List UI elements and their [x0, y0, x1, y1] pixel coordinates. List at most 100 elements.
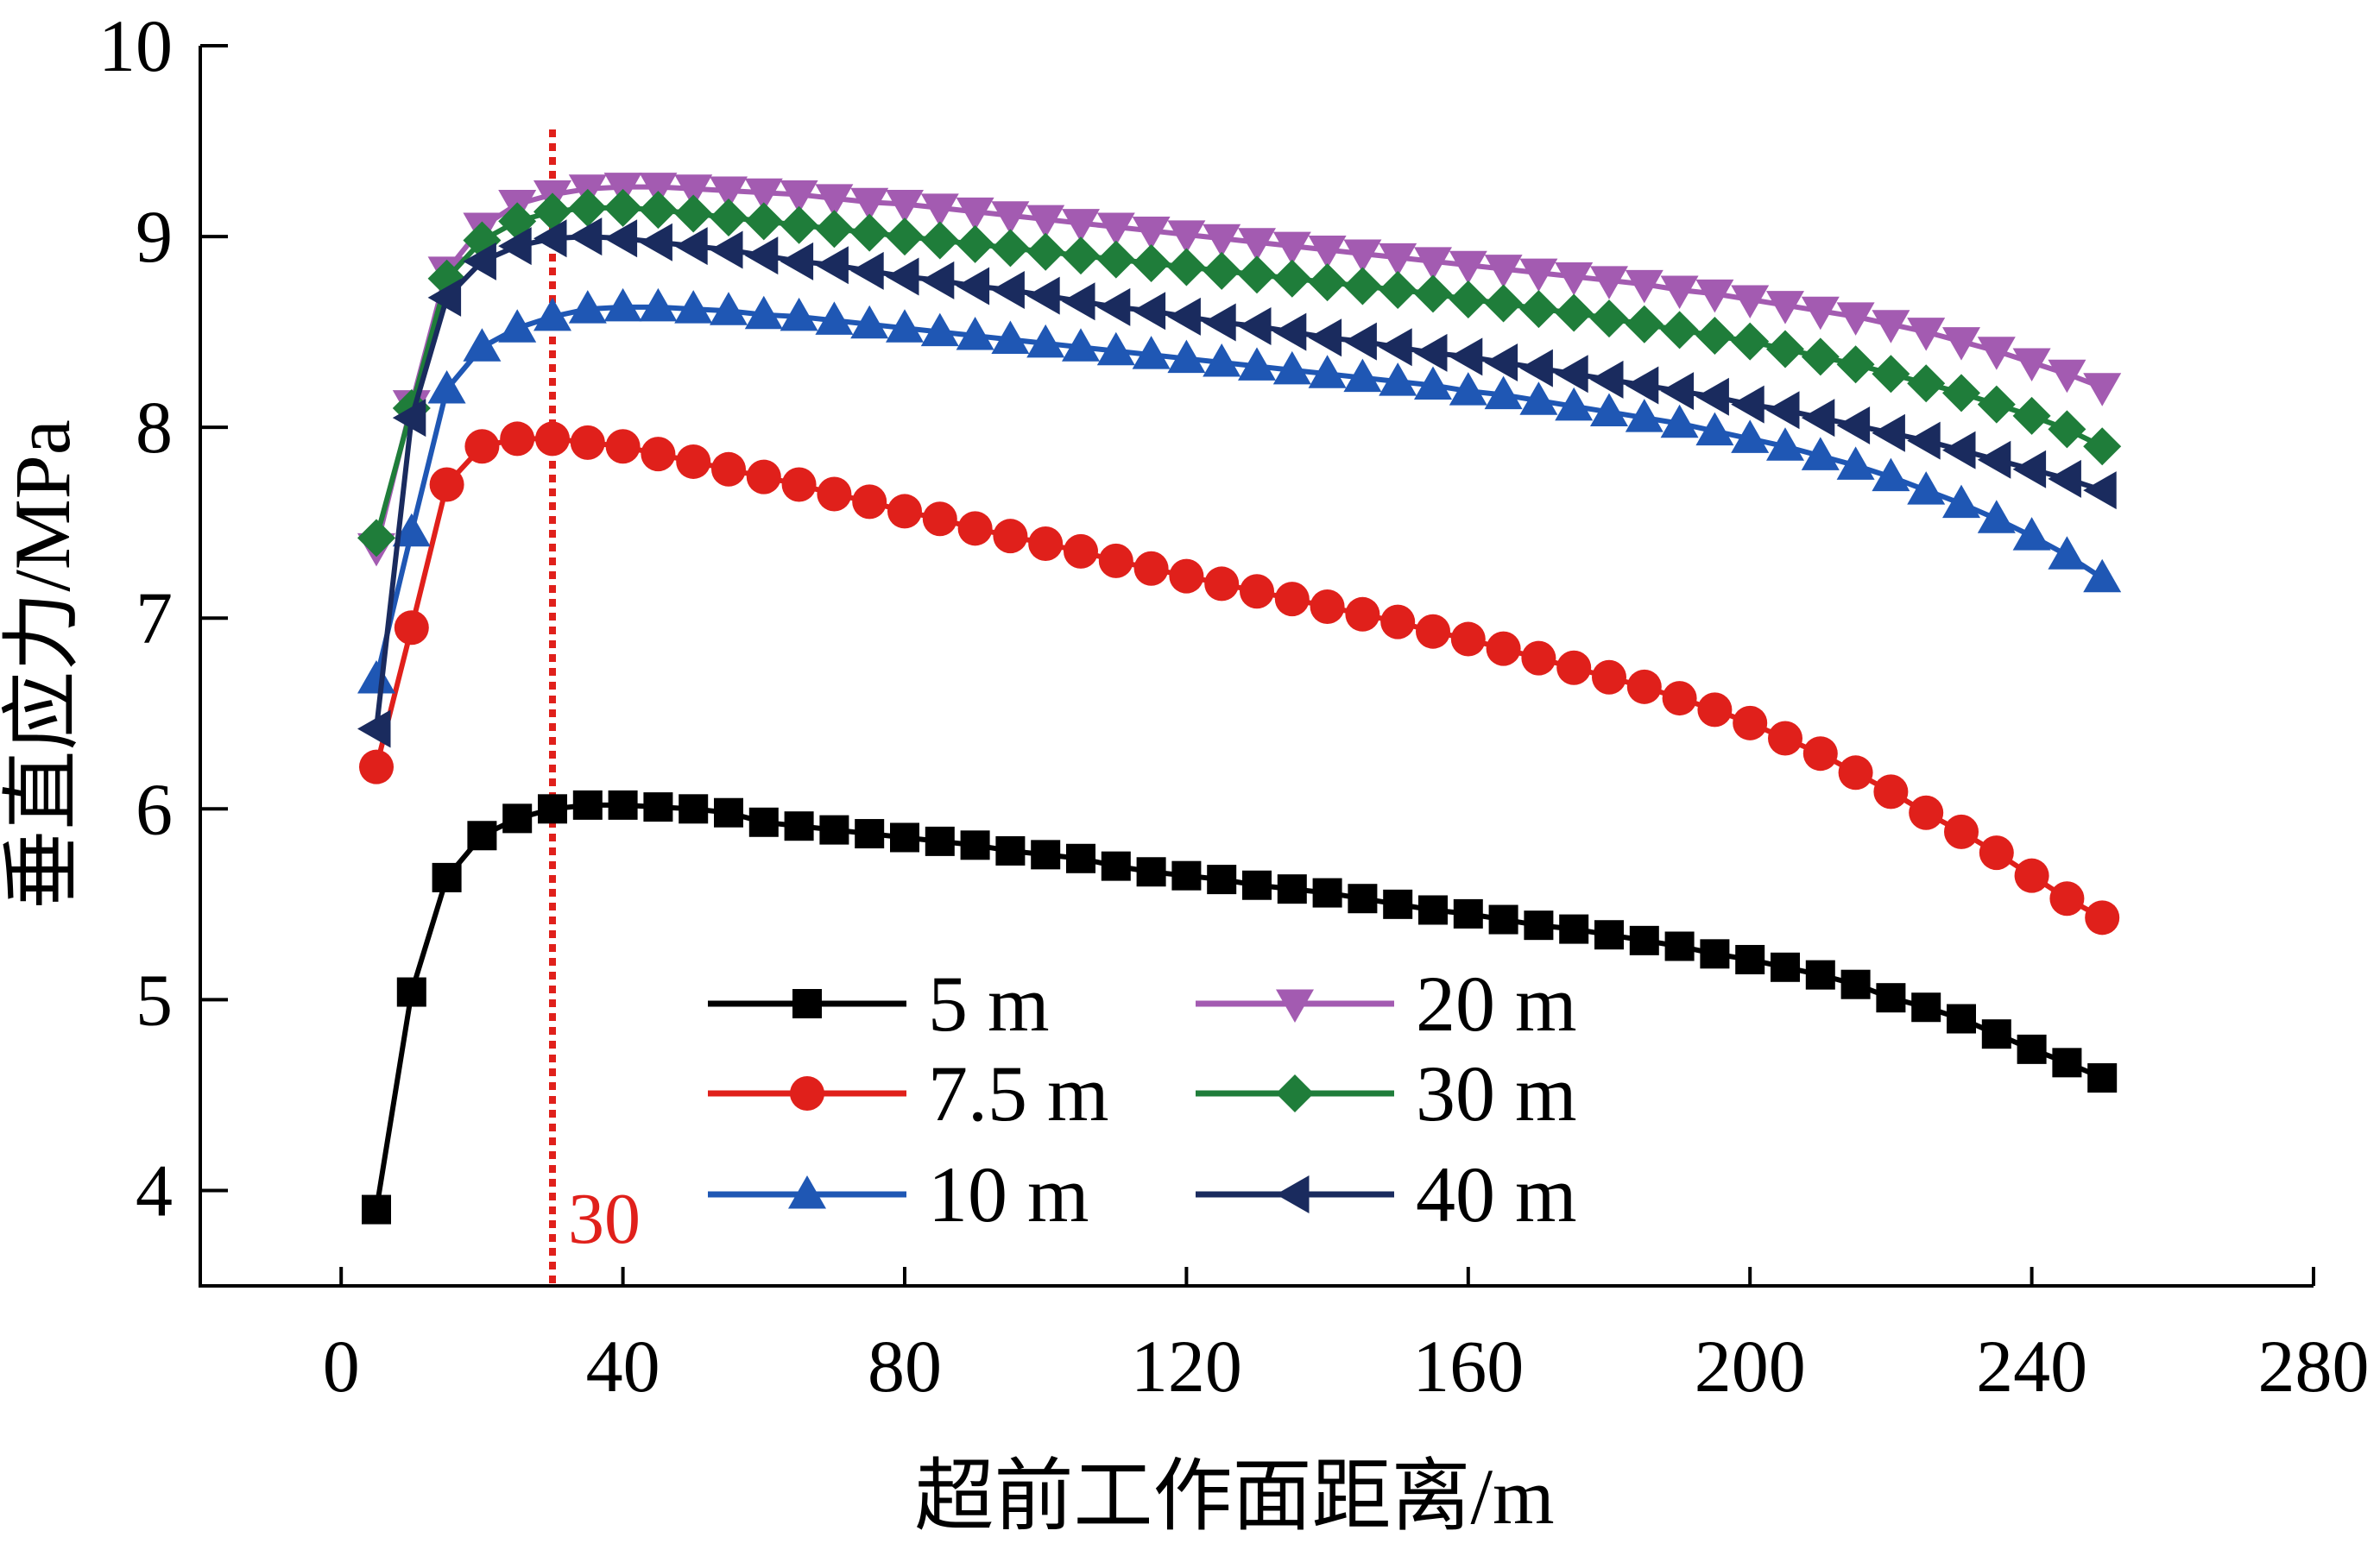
data-point	[1379, 243, 1417, 277]
data-point	[357, 519, 395, 558]
data-point	[639, 191, 678, 230]
y-axis-title: 垂直应力/MPa	[0, 419, 86, 909]
legend-label: 40 m	[1416, 1150, 1577, 1238]
data-point	[744, 236, 779, 275]
data-point	[1171, 860, 1202, 891]
data-point	[1660, 275, 1699, 309]
legend-swatch-marker	[1276, 1175, 1310, 1213]
data-point	[993, 519, 1028, 554]
data-point	[1167, 220, 1206, 254]
data-point	[1277, 874, 1307, 904]
data-point	[956, 267, 990, 306]
legend-item: 20 m	[1196, 960, 1577, 1048]
data-point	[1449, 280, 1487, 319]
data-point	[1379, 362, 1417, 396]
data-point	[855, 819, 885, 849]
data-point	[1766, 291, 1804, 324]
data-point	[1731, 322, 1770, 361]
data-point	[744, 202, 783, 241]
data-point	[746, 459, 781, 495]
data-point	[568, 217, 603, 256]
legend-label: 7.5 m	[928, 1049, 1109, 1137]
legend-label: 30 m	[1416, 1049, 1577, 1137]
data-point	[1274, 582, 1310, 617]
data-point	[2048, 359, 2086, 394]
data-point	[1872, 355, 1910, 394]
legend-label: 20 m	[1416, 960, 1577, 1048]
data-point	[1664, 931, 1695, 961]
data-point	[1132, 292, 1166, 331]
axes-group	[199, 46, 2314, 1288]
data-point	[1343, 267, 1382, 306]
data-point	[1167, 339, 1206, 374]
data-point	[1629, 925, 1659, 955]
reference-line-group: 30	[549, 129, 641, 1286]
data-point	[1625, 305, 1663, 343]
data-point	[920, 261, 955, 299]
data-point	[1771, 952, 1800, 982]
series-40m	[357, 217, 2117, 748]
data-point	[1064, 533, 1098, 569]
data-point	[1132, 216, 1171, 250]
data-point	[1133, 551, 1169, 586]
data-point	[1488, 904, 1518, 935]
data-point	[2048, 536, 2086, 570]
data-point	[1272, 259, 1311, 298]
data-point	[890, 822, 919, 853]
data-point	[780, 205, 818, 244]
y-tick-label: 7	[136, 576, 173, 659]
data-point	[1911, 992, 1941, 1023]
data-point	[815, 301, 854, 335]
data-point	[1942, 327, 1980, 361]
data-point	[1907, 318, 1946, 351]
data-point	[1167, 297, 1201, 336]
data-point	[1484, 255, 1523, 288]
data-point	[538, 794, 567, 824]
data-point	[1521, 640, 1556, 676]
data-point	[956, 317, 994, 350]
data-point	[850, 305, 889, 339]
data-point	[1872, 310, 1910, 343]
data-point	[886, 189, 924, 224]
data-point	[1096, 287, 1131, 326]
x-tick-label: 280	[2258, 1325, 2370, 1408]
data-point	[603, 219, 638, 258]
data-point	[1414, 366, 1452, 400]
data-point	[1801, 437, 1840, 470]
data-point	[1872, 457, 1910, 492]
data-point	[1308, 318, 1342, 357]
data-point	[850, 187, 889, 222]
data-point	[784, 811, 814, 841]
series-7_5m	[359, 421, 2120, 935]
y-tick-label: 8	[136, 386, 173, 469]
data-point	[1555, 387, 1594, 421]
data-point	[432, 862, 462, 892]
data-point	[1203, 251, 1241, 290]
data-point	[1977, 385, 2016, 424]
data-point	[1590, 266, 1628, 299]
data-point	[641, 437, 676, 472]
data-point	[1238, 306, 1272, 345]
data-point	[1026, 276, 1060, 315]
data-point	[1662, 681, 1697, 716]
data-point	[1907, 471, 1946, 505]
x-tick-label: 240	[1976, 1325, 2087, 1408]
data-point	[2048, 410, 2086, 449]
data-point	[1979, 835, 2014, 871]
data-point	[1590, 393, 1628, 426]
legend-swatch-marker	[792, 989, 822, 1018]
data-point	[1169, 558, 1204, 594]
data-point	[1416, 614, 1450, 649]
data-point	[1840, 969, 1871, 999]
data-point	[1695, 377, 1729, 416]
legend-item: 7.5 m	[708, 1049, 1109, 1137]
data-point	[392, 399, 426, 438]
data-point	[608, 790, 638, 820]
data-point	[1801, 296, 1840, 331]
data-point	[1062, 282, 1095, 321]
data-point	[1066, 843, 1095, 873]
data-point	[1062, 209, 1100, 243]
data-point	[1942, 431, 1976, 469]
series-5m	[362, 790, 2118, 1225]
legend-item: 30 m	[1196, 1049, 1577, 1137]
